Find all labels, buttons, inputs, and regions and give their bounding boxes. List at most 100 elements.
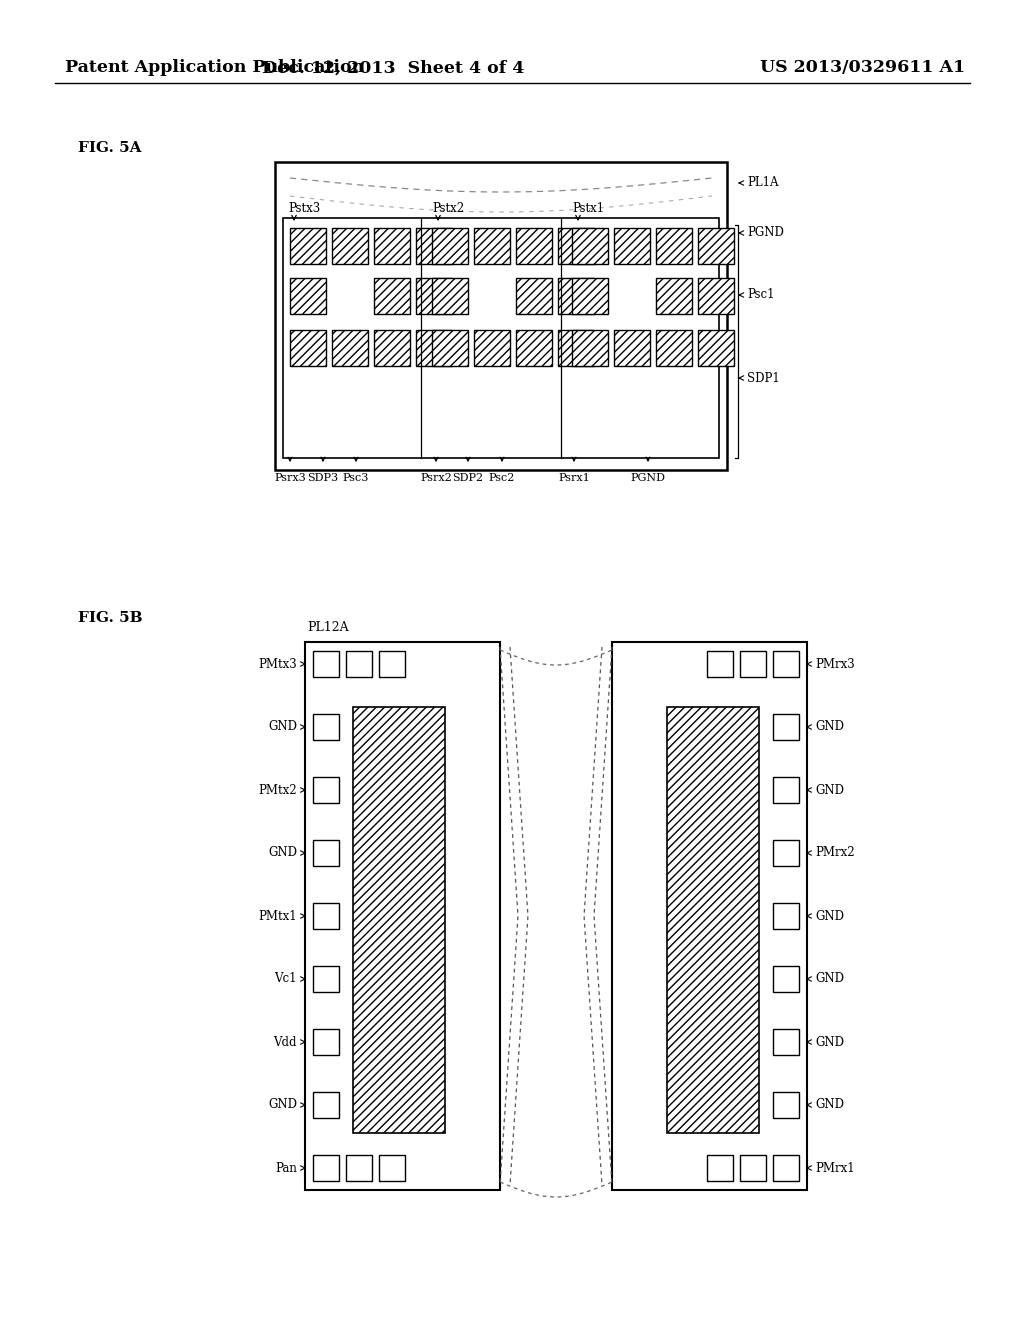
Text: PMrx3: PMrx3 (815, 657, 855, 671)
Bar (416, 228, 452, 264)
Bar (374, 279, 410, 314)
Bar (614, 330, 650, 366)
Bar (773, 1030, 799, 1055)
Bar (332, 330, 368, 366)
Bar (432, 228, 468, 264)
Bar (283, 218, 719, 458)
Text: GND: GND (815, 1098, 844, 1111)
Bar (290, 279, 326, 314)
Bar (656, 330, 692, 366)
Text: PMtx1: PMtx1 (258, 909, 297, 923)
Text: Vdd: Vdd (273, 1035, 297, 1048)
Bar (558, 279, 594, 314)
Bar (379, 651, 406, 677)
Text: Pstx3: Pstx3 (288, 202, 321, 215)
Text: GND: GND (815, 909, 844, 923)
Bar (374, 330, 410, 366)
Bar (698, 228, 734, 264)
Text: GND: GND (268, 846, 297, 859)
Bar (474, 330, 510, 366)
Text: Pstx1: Pstx1 (572, 202, 604, 215)
Bar (773, 1092, 799, 1118)
Bar (374, 228, 410, 264)
Text: PL1A: PL1A (746, 177, 778, 190)
Text: GND: GND (268, 1098, 297, 1111)
Bar (313, 777, 339, 803)
Text: FIG. 5B: FIG. 5B (78, 611, 142, 624)
Text: PGND: PGND (631, 473, 666, 483)
Text: Psrx1: Psrx1 (558, 473, 590, 483)
Bar (707, 651, 733, 677)
Text: GND: GND (815, 784, 844, 796)
Text: US 2013/0329611 A1: US 2013/0329611 A1 (760, 59, 966, 77)
Text: SDP3: SDP3 (307, 473, 339, 483)
Text: PMtx3: PMtx3 (258, 657, 297, 671)
Bar (353, 708, 445, 1133)
Bar (773, 903, 799, 929)
Bar (313, 903, 339, 929)
Text: Pstx2: Pstx2 (432, 202, 464, 215)
Bar (346, 651, 372, 677)
Bar (558, 228, 594, 264)
Bar (773, 966, 799, 993)
Bar (332, 228, 368, 264)
Bar (667, 708, 759, 1133)
Text: PMrx2: PMrx2 (815, 846, 855, 859)
Text: SDP2: SDP2 (453, 473, 483, 483)
Text: FIG. 5A: FIG. 5A (78, 141, 141, 154)
Bar (572, 228, 608, 264)
Bar (614, 228, 650, 264)
Text: PMrx1: PMrx1 (815, 1162, 855, 1175)
Bar (656, 279, 692, 314)
Bar (432, 279, 468, 314)
Bar (313, 966, 339, 993)
Text: Pan: Pan (275, 1162, 297, 1175)
Bar (740, 651, 766, 677)
Bar (773, 840, 799, 866)
Bar (275, 162, 727, 470)
Bar (313, 840, 339, 866)
Text: Patent Application Publication: Patent Application Publication (65, 59, 365, 77)
Bar (432, 330, 468, 366)
Bar (572, 330, 608, 366)
Text: SDP1: SDP1 (746, 371, 779, 384)
Text: PGND: PGND (746, 227, 784, 239)
Bar (313, 1092, 339, 1118)
Text: GND: GND (815, 973, 844, 986)
Text: Psrx3: Psrx3 (274, 473, 306, 483)
Text: Dec. 12, 2013  Sheet 4 of 4: Dec. 12, 2013 Sheet 4 of 4 (262, 59, 524, 77)
Text: Psc1: Psc1 (746, 289, 774, 301)
Bar (313, 714, 339, 741)
Bar (290, 228, 326, 264)
Bar (572, 279, 608, 314)
Bar (773, 1155, 799, 1181)
Bar (379, 1155, 406, 1181)
Bar (612, 642, 807, 1191)
Bar (313, 1155, 339, 1181)
Bar (707, 1155, 733, 1181)
Bar (313, 651, 339, 677)
Bar (346, 1155, 372, 1181)
Bar (313, 1030, 339, 1055)
Text: GND: GND (815, 1035, 844, 1048)
Bar (416, 279, 452, 314)
Text: Psc3: Psc3 (343, 473, 370, 483)
Bar (290, 330, 326, 366)
Bar (773, 651, 799, 677)
Bar (656, 228, 692, 264)
Text: PL12A: PL12A (307, 620, 348, 634)
Bar (516, 279, 552, 314)
Bar (516, 228, 552, 264)
Text: GND: GND (815, 721, 844, 734)
Text: Psrx2: Psrx2 (420, 473, 452, 483)
Bar (698, 330, 734, 366)
Text: Psc2: Psc2 (488, 473, 515, 483)
Bar (740, 1155, 766, 1181)
Bar (516, 330, 552, 366)
Bar (773, 777, 799, 803)
Bar (558, 330, 594, 366)
Text: PMtx2: PMtx2 (258, 784, 297, 796)
Text: Vc1: Vc1 (274, 973, 297, 986)
Bar (773, 714, 799, 741)
Bar (698, 279, 734, 314)
